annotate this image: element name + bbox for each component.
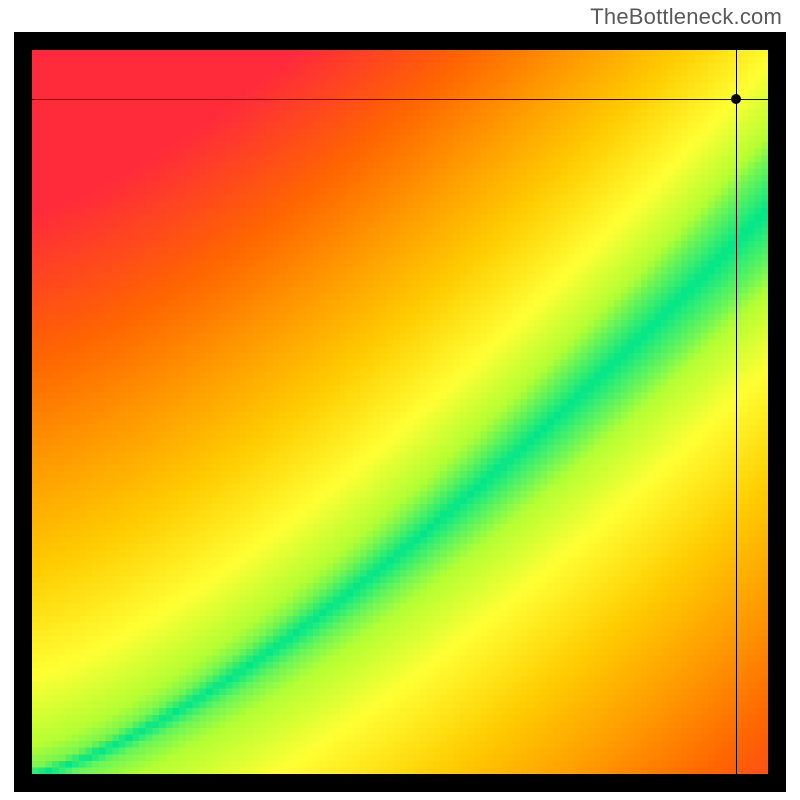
crosshair-marker <box>731 94 741 104</box>
heatmap-plot <box>32 50 768 774</box>
chart-frame <box>14 32 786 792</box>
crosshair-horizontal <box>32 99 768 100</box>
heatmap-canvas <box>32 50 768 774</box>
crosshair-vertical <box>736 50 737 774</box>
watermark-text: TheBottleneck.com <box>590 4 782 30</box>
